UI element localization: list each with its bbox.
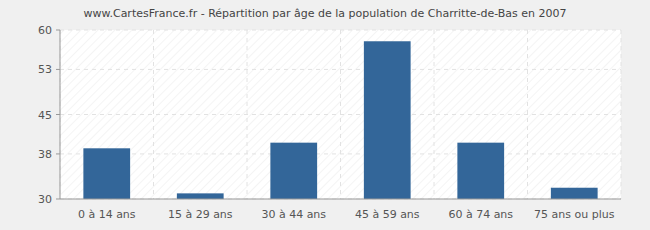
y-tick bbox=[56, 30, 60, 31]
x-tick-label: 45 à 59 ans bbox=[355, 208, 420, 221]
background bbox=[0, 0, 650, 230]
x-axis bbox=[60, 199, 621, 200]
bar bbox=[177, 193, 224, 199]
x-tick-label: 0 à 14 ans bbox=[78, 208, 136, 221]
y-tick-label: 30 bbox=[38, 193, 52, 206]
grid-line bbox=[60, 114, 621, 115]
y-tick bbox=[56, 199, 60, 200]
grid-line bbox=[60, 153, 621, 154]
y-axis bbox=[60, 30, 61, 199]
x-tick-label: 15 à 29 ans bbox=[168, 208, 233, 221]
y-tick-label: 60 bbox=[38, 24, 52, 37]
y-tick bbox=[56, 114, 60, 115]
x-tick-label: 75 ans ou plus bbox=[534, 208, 615, 221]
bar bbox=[364, 41, 411, 199]
plot-area bbox=[60, 30, 621, 199]
bar bbox=[83, 148, 130, 199]
bar bbox=[270, 143, 317, 199]
grid-line bbox=[60, 30, 621, 31]
bar bbox=[457, 143, 504, 199]
bars bbox=[83, 41, 597, 199]
grid-line bbox=[60, 69, 621, 70]
bar bbox=[551, 188, 598, 199]
chart: www.CartesFrance.fr - Répartition par âg… bbox=[0, 0, 650, 230]
y-tick-label: 38 bbox=[38, 148, 52, 161]
vgrid bbox=[434, 30, 435, 199]
y-tick bbox=[56, 153, 60, 154]
vgrid bbox=[153, 30, 154, 199]
title: www.CartesFrance.fr - Répartition par âg… bbox=[83, 7, 566, 20]
grid-line bbox=[60, 199, 621, 200]
x-tick-label: 60 à 74 ans bbox=[448, 208, 513, 221]
y-tick-label: 45 bbox=[38, 109, 52, 122]
y-tick-label: 53 bbox=[38, 63, 52, 76]
x-tick-label: 30 à 44 ans bbox=[261, 208, 326, 221]
y-tick bbox=[56, 69, 60, 70]
vgrid bbox=[60, 30, 61, 199]
